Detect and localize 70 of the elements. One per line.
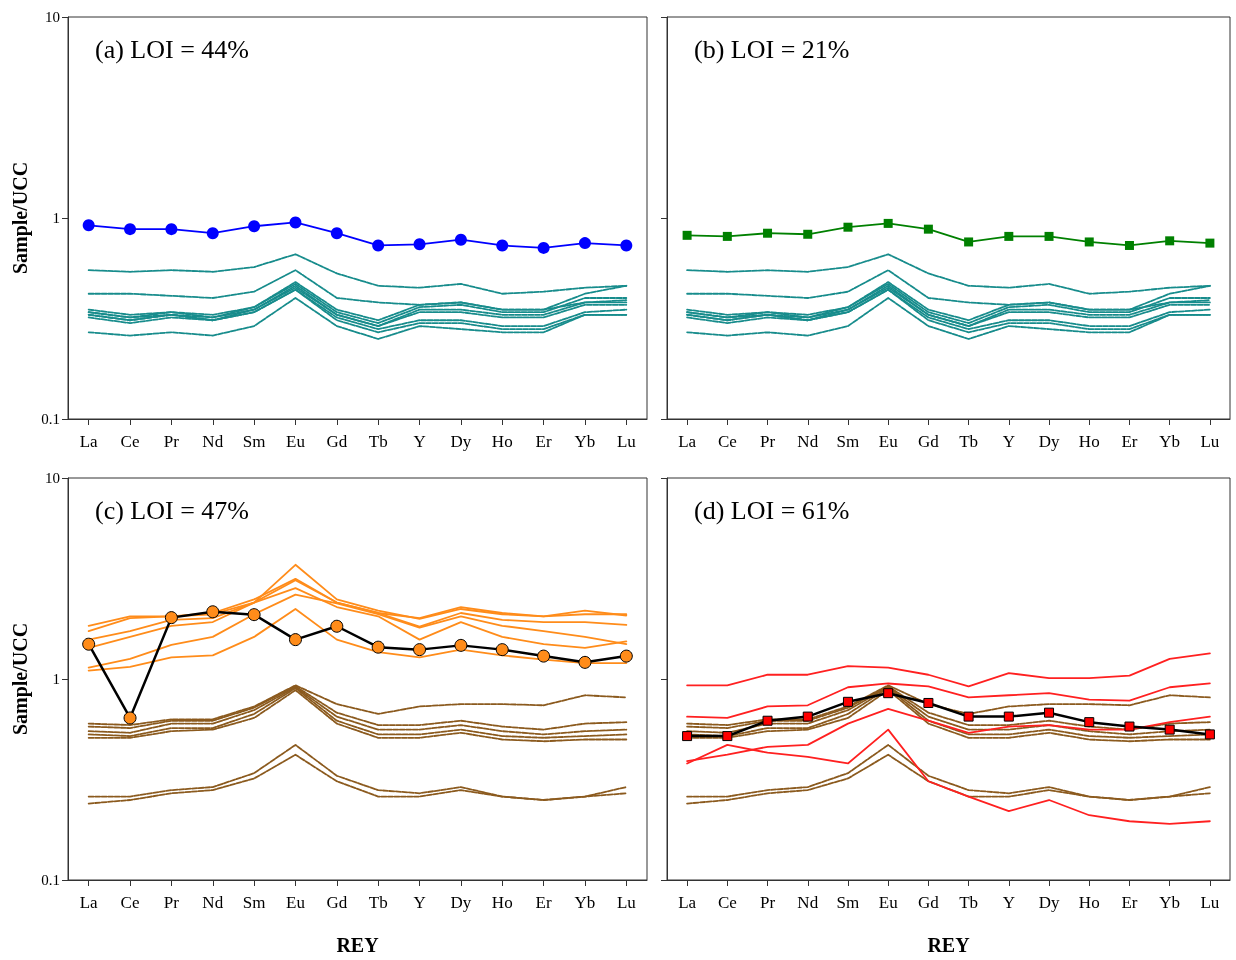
x-tick-label: Tb [959,893,979,912]
y-tick-label: 1 [52,210,60,226]
x-tick-label: Tb [368,893,388,912]
x-tick-label: Sm [836,432,860,451]
x-tick-label: Lu [616,893,637,912]
x-tick-label: Ce [717,432,737,451]
x-tick-label: Gd [326,893,348,912]
x-tick-label: Y [413,893,426,912]
x-tick-label: Eu [878,432,899,451]
x-tick-label: Pr [163,432,180,451]
y-tick-label: 0.1 [41,411,60,427]
x-tick-label: Pr [759,893,776,912]
x-tick-label: Gd [918,893,940,912]
x-tick-label: Eu [878,893,899,912]
x-tick-label: Sm [242,432,266,451]
x-tick-label: Nd [797,432,819,451]
text: (b) LOI = 21% [694,34,850,64]
x-tick-label: Lu [1200,432,1220,451]
x-axis-title: REY [336,934,380,956]
x-tick-label: Yb [1159,432,1181,451]
x-tick-label: Y [1002,893,1015,912]
x-tick-label: Nd [797,893,819,912]
x-tick-label: La [79,893,99,912]
y-axis-title: Sample/UCC [9,161,32,275]
x-tick-label: Yb [574,893,596,912]
x-tick-label: Ce [717,893,737,912]
x-tick-label: Nd [202,893,224,912]
y-tick-label: 1 [52,671,60,687]
x-tick-label: Dy [450,432,472,451]
x-tick-label: La [678,432,697,451]
x-tick-label: Er [535,432,552,451]
x-tick-label: Lu [1200,893,1220,912]
x-tick-label: Sm [836,893,860,912]
x-tick-label: Ho [1078,893,1100,912]
x-tick-label: Sm [242,893,266,912]
x-tick-label: Ho [491,432,513,451]
x-tick-label: Dy [1038,432,1060,451]
x-axis-title: REY [927,934,971,956]
text: (a) LOI = 44% [95,34,249,64]
x-tick-label: Nd [202,432,224,451]
x-tick-label: Tb [959,432,979,451]
x-tick-label: Er [1121,432,1138,451]
y-tick-label: 10 [45,470,60,486]
x-tick-label: La [678,893,697,912]
y-tick-label: 0.1 [41,872,60,888]
x-tick-label: La [79,432,99,451]
x-tick-label: Eu [286,893,306,912]
x-tick-label: Ho [491,893,513,912]
x-tick-label: Pr [759,432,776,451]
x-tick-label: Gd [918,432,940,451]
x-tick-label: Ce [120,893,140,912]
x-tick-label: Er [535,893,552,912]
text: (d) LOI = 61% [694,495,850,525]
x-tick-label: Yb [1159,893,1181,912]
x-tick-label: Pr [163,893,180,912]
x-tick-label: Tb [368,432,388,451]
x-tick-label: Lu [616,432,637,451]
x-tick-label: Dy [450,893,472,912]
text: (c) LOI = 47% [95,495,249,525]
x-tick-label: Ho [1078,432,1100,451]
x-tick-label: Yb [574,432,596,451]
x-tick-label: Dy [1038,893,1060,912]
y-axis-title: Sample/UCC [9,622,32,736]
x-tick-label: Y [1002,432,1015,451]
x-tick-label: Er [1121,893,1138,912]
x-tick-label: Eu [286,432,306,451]
y-tick-label: 10 [45,9,60,25]
x-tick-label: Y [413,432,426,451]
x-tick-label: Ce [120,432,140,451]
x-tick-label: Gd [326,432,348,451]
